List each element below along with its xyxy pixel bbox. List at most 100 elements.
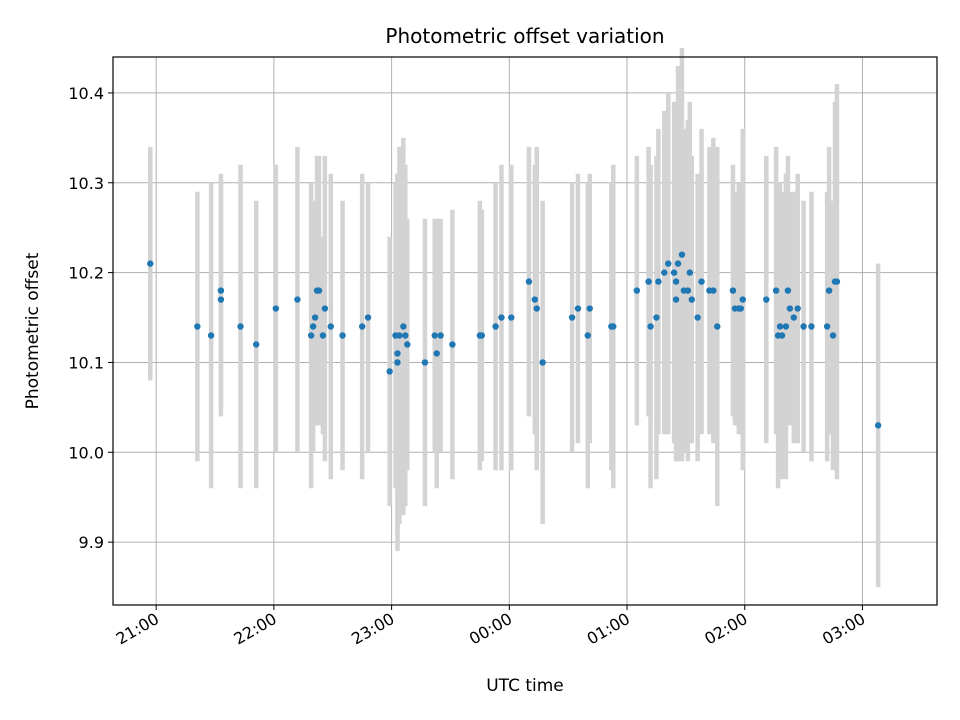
data-point [786,305,794,312]
data-point [525,278,533,285]
data-point [574,305,582,312]
x-tick-label: 01:00 [584,609,633,649]
data-point [772,287,780,294]
data-point [678,251,686,258]
data-point [808,323,815,330]
data-point [358,323,366,330]
data-point [386,368,393,375]
data-point [307,332,315,339]
data-point [714,323,721,330]
data-point [794,305,801,312]
data-point [400,323,407,330]
data-point [431,332,438,339]
data-point [778,332,786,339]
y-tick-label: 9.9 [79,533,104,552]
data-point [294,296,301,303]
y-tick-label: 10.0 [68,443,104,462]
data-point [404,341,411,348]
data-point [672,278,680,285]
data-point [253,341,260,348]
data-point [394,350,401,357]
x-tick-label: 23:00 [348,609,397,649]
data-point [653,314,660,321]
data-point [217,296,225,303]
x-tick-label: 02:00 [701,609,750,649]
plot-frame [112,56,938,606]
data-point [217,287,225,294]
data-point [782,323,790,330]
data-point [396,332,403,339]
data-point [776,323,784,330]
data-point [508,314,515,321]
data-point [674,260,682,267]
x-tick-label: 03:00 [819,609,868,649]
data-point [492,323,499,330]
y-tick-label: 10.3 [68,174,104,193]
data-point [688,296,695,303]
data-point [364,314,372,321]
data-point [339,332,346,339]
y-axis-ticks: 9.9 10.0 10.1 10.2 10.3 10.4 [68,84,113,552]
data-point [586,305,593,312]
data-point [874,422,882,429]
data-point [710,287,717,294]
data-point [584,332,591,339]
data-point [672,296,680,303]
data-point [315,287,323,294]
x-axis-ticks: 21:00 22:00 23:00 00:00 01:00 02:00 03:00 [113,605,868,649]
data-point [800,323,807,330]
y-tick-label: 10.4 [68,84,104,103]
data-point [321,305,329,312]
data-point [207,332,215,339]
data-point [394,359,401,366]
data-point [729,287,737,294]
data-point [568,314,576,321]
data-point [655,278,662,285]
x-tick-label: 22:00 [230,609,279,649]
x-tick-label: 00:00 [466,609,515,649]
data-point [739,296,746,303]
data-point [829,332,837,339]
data-point [784,287,792,294]
data-point [433,350,440,357]
data-point [684,287,692,294]
data-point [825,287,833,294]
data-point [665,260,672,267]
data-point [823,323,831,330]
data-point [311,314,319,321]
data-point [402,332,409,339]
y-tick-label: 10.1 [68,353,104,372]
data-point [790,314,797,321]
data-point [647,323,654,330]
x-tick-label: 21:00 [113,609,162,649]
data-point [763,296,770,303]
data-point [309,323,317,330]
data-point [833,278,841,285]
x-axis-label: UTC time [486,676,564,696]
data-point [633,287,641,294]
data-point [498,314,505,321]
data-point [147,260,154,267]
data-point [645,278,652,285]
data-point [737,305,745,312]
data-point [694,314,701,321]
data-point [698,278,705,285]
data-point [437,332,444,339]
data-point [539,359,546,366]
data-point [272,305,280,312]
data-point [319,332,327,339]
data-point [661,269,668,276]
chart-title: Photometric offset variation [385,24,664,48]
y-axis-label: Photometric offset [23,252,43,409]
data-point [533,305,540,312]
data-points [147,251,882,429]
data-point [670,269,678,276]
data-point [610,323,617,330]
data-point [237,323,244,330]
data-point [478,332,486,339]
data-point [421,359,429,366]
data-point [449,341,456,348]
y-tick-label: 10.2 [68,264,104,283]
data-point [194,323,201,330]
